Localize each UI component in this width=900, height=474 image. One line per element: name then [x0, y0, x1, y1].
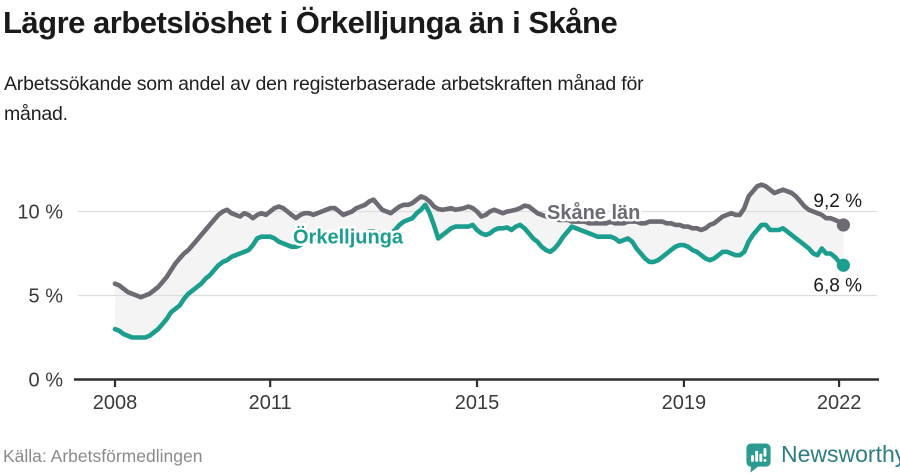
skane-series-label: Skåne län — [547, 201, 640, 224]
orkelljunga-series-label: Örkelljunga — [293, 226, 404, 249]
newsworthy-icon — [746, 443, 771, 473]
orkelljunga-end-value: 6,8 % — [813, 275, 862, 296]
y-axis-label-5pct: 5 % — [29, 286, 64, 308]
newsworthy-logo: Newsworthy — [744, 441, 900, 473]
orkelljunga-end-dot — [836, 258, 850, 272]
x-axis-label-2022: 2022 — [817, 392, 862, 414]
skane-end-dot — [836, 218, 850, 232]
x-axis-label-2011: 2011 — [249, 392, 292, 414]
x-axis-label-2015: 2015 — [455, 392, 500, 414]
y-axis-label-0pct: 0 % — [29, 370, 64, 392]
skane-line — [112, 182, 846, 300]
newsworthy-wordmark: Newsworthy — [781, 441, 900, 467]
source-attribution: Källa: Arbetsförmedlingen — [3, 446, 203, 466]
x-axis-label-2019: 2019 — [662, 392, 707, 414]
chart-subtitle: Arbetssökande som andel av den registerb… — [4, 69, 644, 129]
orkelljunga-line — [112, 202, 846, 340]
chart-title: Lägre arbetslöshet i Örkelljunga än i Sk… — [3, 5, 618, 40]
y-axis-label-10pct: 10 % — [17, 202, 63, 224]
newsworthy-icon-bars — [751, 448, 767, 462]
unemployment-line-chart: 2008 2011 2015 2019 2022 0 % 5 % 10 % Skåne län Ö… — [0, 150, 900, 420]
line-chart-canvas: 2008 2011 2015 2019 2022 0 % 5 % 10 % Skåne län Ö… — [17, 182, 879, 414]
skane-end-value: 9,2 % — [813, 191, 862, 212]
x-axis-label-2008: 2008 — [93, 392, 138, 414]
chart-subtitle-line-2: månad. — [4, 103, 68, 125]
chart-subtitle-line-1: Arbetssökande som andel av den registerb… — [4, 73, 644, 95]
